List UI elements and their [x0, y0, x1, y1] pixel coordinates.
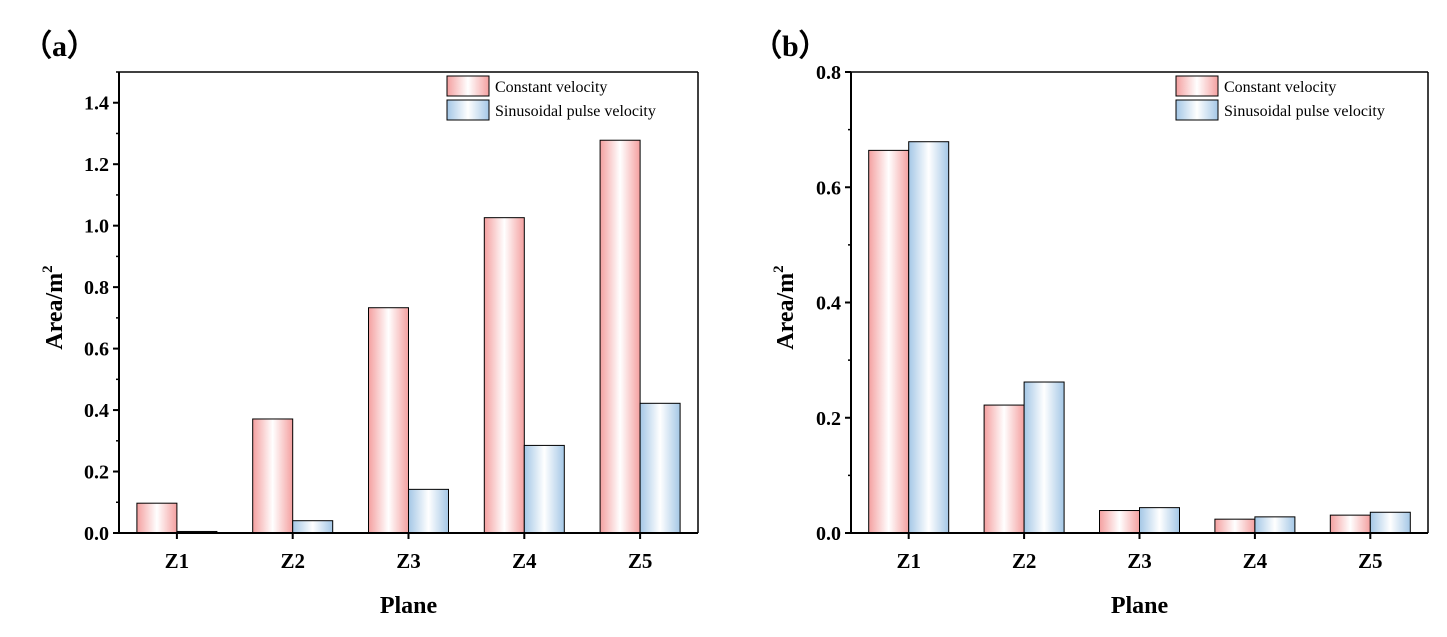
legend-swatch-constant — [446, 75, 490, 97]
legend-label-constant: Constant velocity — [1224, 79, 1336, 96]
legend-swatch-sinusoidal — [446, 99, 490, 121]
x-category-label: Z2 — [280, 549, 305, 573]
bar-sinusoidal-z2 — [292, 520, 334, 534]
bar-sinusoidal-z2 — [1023, 381, 1065, 534]
legend-label-sinusoidal: Sinusoidal pulse velocity — [1224, 103, 1385, 120]
x-category-label: Z1 — [896, 549, 921, 573]
bar-sinusoidal-z3 — [1139, 507, 1180, 534]
y-tick-label: 0.6 — [816, 177, 841, 199]
x-category-label: Z4 — [1243, 549, 1268, 573]
bar-constant-z1 — [868, 149, 910, 534]
y-axis-title: Area/m2 — [771, 265, 799, 349]
x-category-label: Z5 — [1358, 549, 1383, 573]
bar-sinusoidal-z4 — [523, 444, 565, 534]
bar-constant-z5 — [1329, 514, 1371, 534]
legend-swatch-sinusoidal — [1175, 99, 1219, 121]
y-tick-label: 1.2 — [84, 154, 109, 176]
bar-constant-z3 — [368, 307, 409, 534]
bar-constant-z2 — [252, 418, 294, 534]
panel-label: （b） — [752, 29, 829, 63]
y-axis-title: Area/m2 — [40, 265, 68, 349]
x-category-label: Z4 — [512, 549, 537, 573]
chart-panel-a: （a） 0.0 0.2 0.4 0.6 0.8 1.0 1.2 1.4 Z1 Z2 Z3 Z4 Z5 Pla… — [22, 29, 699, 619]
y-axis-title-superscript: 2 — [40, 265, 56, 273]
bar-sinusoidal-z3 — [408, 488, 449, 534]
x-axis-title: Plane — [380, 593, 438, 619]
y-axis-title-text: Area/m — [773, 273, 799, 350]
x-category-label: Z3 — [396, 549, 421, 573]
y-axis-title-superscript: 2 — [771, 265, 787, 273]
x-category-label: Z2 — [1012, 549, 1037, 573]
y-tick-label: 0.8 — [84, 277, 109, 299]
bar-constant-z4 — [1214, 518, 1256, 534]
bar-sinusoidal-z4 — [1254, 516, 1296, 534]
x-axis-title: Plane — [1111, 593, 1169, 619]
legend-swatch-constant — [1175, 75, 1219, 97]
bar-sinusoidal-z5 — [1369, 511, 1411, 534]
x-category-label: Z5 — [628, 549, 653, 573]
bar-sinusoidal-z5 — [639, 402, 681, 534]
legend: Constant velocity Sinusoidal pulse veloci… — [1175, 75, 1385, 121]
legend-label-sinusoidal: Sinusoidal pulse velocity — [495, 103, 656, 120]
y-tick-label: 0.0 — [816, 523, 841, 545]
y-axis-title-text: Area/m — [42, 273, 68, 350]
y-tick-label: 0.4 — [816, 293, 841, 315]
y-tick-label: 0.8 — [816, 62, 841, 84]
bar-constant-z5 — [599, 139, 641, 534]
bar-constant-z4 — [483, 217, 525, 534]
bar-constant-z3 — [1099, 510, 1140, 534]
x-category-label: Z3 — [1127, 549, 1152, 573]
x-category-label: Z1 — [165, 549, 190, 573]
y-tick-label: 0.2 — [84, 462, 109, 484]
y-tick-label: 0.2 — [816, 408, 841, 430]
y-tick-label: 1.0 — [84, 216, 109, 238]
y-tick-label: 0.0 — [84, 523, 109, 545]
y-tick-label: 0.4 — [84, 400, 109, 422]
y-tick-label: 1.4 — [84, 93, 109, 115]
chart-panel-b: （b） 0.0 0.2 0.4 0.6 0.8 Z1 Z2 Z3 Z4 Z5 Plane Area/m2… — [752, 29, 1429, 619]
panel-label: （a） — [22, 29, 97, 63]
bar-sinusoidal-z1 — [908, 141, 950, 534]
bar-constant-z1 — [136, 502, 178, 534]
y-tick-label: 0.6 — [84, 339, 109, 361]
legend: Constant velocity Sinusoidal pulse veloci… — [446, 75, 656, 121]
legend-label-constant: Constant velocity — [495, 79, 607, 96]
bar-constant-z2 — [983, 404, 1025, 534]
